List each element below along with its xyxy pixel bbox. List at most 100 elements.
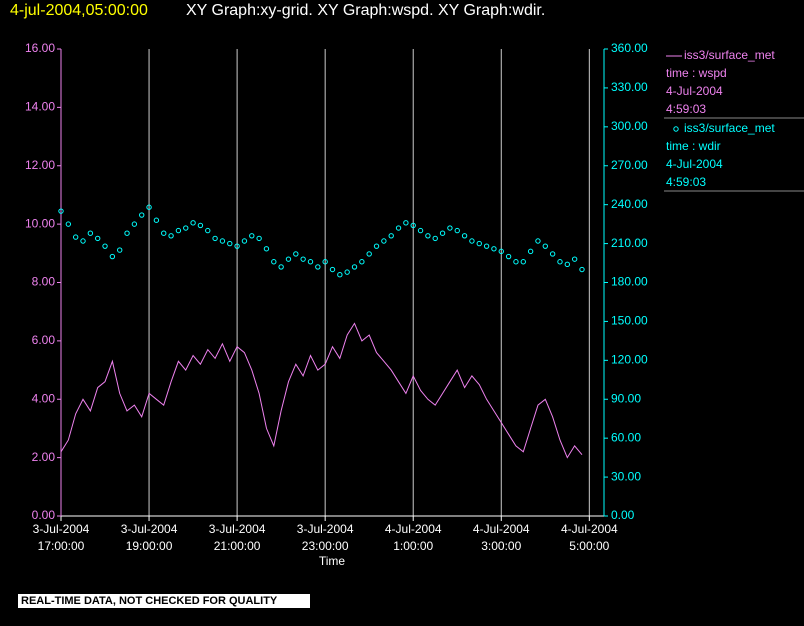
point bbox=[249, 233, 255, 239]
y2-tick-label: 0.00 bbox=[611, 508, 635, 522]
point bbox=[329, 266, 336, 273]
x-tick-label: 4-Jul-2004 bbox=[473, 522, 530, 536]
point bbox=[146, 204, 152, 210]
point bbox=[388, 233, 394, 239]
legend-detail: 4:59:03 bbox=[666, 102, 706, 116]
point bbox=[58, 208, 64, 214]
y2-tick-label: 180.00 bbox=[611, 275, 648, 289]
point bbox=[271, 259, 277, 265]
point bbox=[366, 251, 372, 257]
point bbox=[307, 259, 314, 265]
point bbox=[491, 246, 497, 252]
legend-detail: 4:59:03 bbox=[666, 175, 706, 189]
point bbox=[527, 248, 534, 255]
point bbox=[65, 221, 72, 227]
point bbox=[285, 256, 292, 262]
point bbox=[410, 222, 416, 229]
legend-detail: time : wspd bbox=[666, 66, 727, 80]
legend-label: iss3/surface_met bbox=[684, 48, 775, 62]
x-tick-label: 5:00:00 bbox=[569, 539, 609, 553]
point bbox=[109, 253, 116, 260]
point bbox=[483, 243, 490, 249]
x-tick-label: 3-Jul-2004 bbox=[121, 522, 178, 536]
point bbox=[557, 259, 563, 265]
series-line bbox=[60, 322, 583, 459]
point bbox=[87, 230, 94, 236]
point bbox=[461, 233, 468, 239]
point bbox=[571, 256, 578, 262]
point bbox=[241, 238, 248, 244]
point bbox=[476, 240, 482, 247]
point bbox=[395, 225, 402, 231]
point bbox=[454, 227, 460, 234]
point bbox=[72, 234, 79, 240]
x-tick-label: 23:00:00 bbox=[302, 539, 349, 553]
point bbox=[124, 230, 130, 236]
point bbox=[579, 266, 585, 273]
y2-tick-label: 150.00 bbox=[611, 314, 648, 328]
point bbox=[80, 238, 86, 244]
point bbox=[293, 251, 299, 257]
point bbox=[131, 221, 138, 227]
point bbox=[219, 238, 226, 244]
point bbox=[161, 230, 167, 236]
y2-tick-label: 90.00 bbox=[611, 391, 641, 405]
point bbox=[447, 225, 453, 231]
y2-tick-label: 210.00 bbox=[611, 236, 648, 250]
point bbox=[425, 233, 431, 239]
point bbox=[469, 238, 475, 244]
point bbox=[205, 227, 211, 234]
point bbox=[175, 227, 182, 234]
legend-swatch bbox=[673, 126, 679, 132]
y-tick-label: 8.00 bbox=[32, 275, 56, 289]
y-tick-label: 10.00 bbox=[25, 216, 55, 230]
legend-detail: 4-Jul-2004 bbox=[666, 84, 723, 98]
point bbox=[432, 235, 438, 242]
x-tick-label: 17:00:00 bbox=[38, 539, 85, 553]
y2-tick-label: 60.00 bbox=[611, 430, 641, 444]
x-axis-label: Time bbox=[319, 554, 346, 568]
point bbox=[498, 248, 504, 255]
point bbox=[417, 227, 424, 234]
y2-tick-label: 360.00 bbox=[611, 41, 648, 55]
x-tick-label: 4-Jul-2004 bbox=[385, 522, 442, 536]
point bbox=[94, 235, 101, 242]
note-box bbox=[18, 594, 310, 608]
point bbox=[373, 243, 380, 249]
point bbox=[139, 212, 145, 218]
point bbox=[212, 235, 218, 242]
x-tick-label: 3-Jul-2004 bbox=[33, 522, 90, 536]
point bbox=[381, 238, 387, 244]
point bbox=[190, 220, 196, 226]
y2-tick-label: 330.00 bbox=[611, 80, 648, 94]
point bbox=[117, 247, 123, 253]
y2-tick-label: 300.00 bbox=[611, 119, 648, 133]
point bbox=[102, 243, 108, 249]
point bbox=[256, 235, 262, 242]
point bbox=[197, 222, 204, 229]
point bbox=[278, 264, 284, 270]
point bbox=[351, 264, 358, 270]
point bbox=[322, 259, 328, 265]
point bbox=[234, 243, 240, 249]
y2-tick-label: 240.00 bbox=[611, 197, 648, 211]
point bbox=[168, 233, 174, 239]
x-tick-label: 19:00:00 bbox=[126, 539, 173, 553]
point bbox=[359, 259, 365, 265]
point bbox=[300, 256, 306, 262]
y-tick-label: 16.00 bbox=[25, 41, 55, 55]
legend-detail: 4-Jul-2004 bbox=[666, 157, 723, 171]
y-tick-label: 14.00 bbox=[25, 100, 55, 114]
point bbox=[183, 225, 189, 231]
x-tick-label: 3-Jul-2004 bbox=[209, 522, 266, 536]
title-time: 4-jul-2004,05:00:00 bbox=[10, 2, 148, 19]
note: REAL-TIME DATA, NOT CHECKED FOR QUALITY bbox=[21, 595, 278, 607]
x-tick-label: 4-Jul-2004 bbox=[561, 522, 618, 536]
y-tick-label: 0.00 bbox=[32, 508, 56, 522]
point bbox=[542, 243, 548, 249]
point bbox=[344, 269, 350, 275]
point bbox=[564, 261, 571, 268]
